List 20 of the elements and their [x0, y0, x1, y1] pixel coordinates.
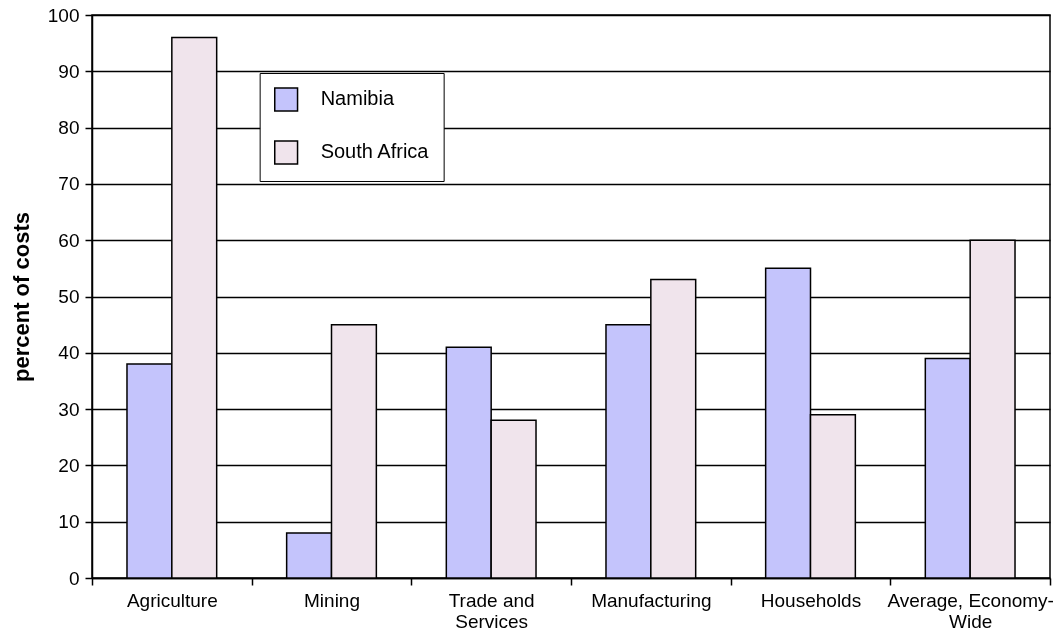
x-tick-label: Average, Economy-Wide [887, 589, 1054, 632]
y-tick-label: 70 [58, 173, 80, 195]
y-tick-label: 20 [58, 454, 80, 476]
x-tick-label: Agriculture [126, 589, 218, 611]
y-tick-label: 10 [58, 511, 80, 533]
y-tick-label: 60 [58, 229, 80, 251]
y-tick-label: 30 [58, 398, 80, 420]
y-tick-label: 40 [58, 342, 80, 364]
x-tick-label: Mining [304, 589, 360, 611]
y-tick-label: 50 [58, 286, 80, 307]
x-tick-label: Households [760, 589, 862, 611]
legend-label: Namibia [320, 87, 395, 110]
x-tick-label: Manufacturing [591, 589, 712, 611]
legend-label: South Africa [320, 140, 430, 163]
y-tick-label: 100 [47, 4, 80, 26]
y-tick-label: 90 [58, 60, 80, 82]
y-tick-label: 80 [58, 117, 80, 139]
y-axis-title: percent of costs [8, 212, 34, 382]
y-tick-label: 0 [68, 567, 80, 589]
x-tick-label: Trade and Services [448, 589, 535, 632]
